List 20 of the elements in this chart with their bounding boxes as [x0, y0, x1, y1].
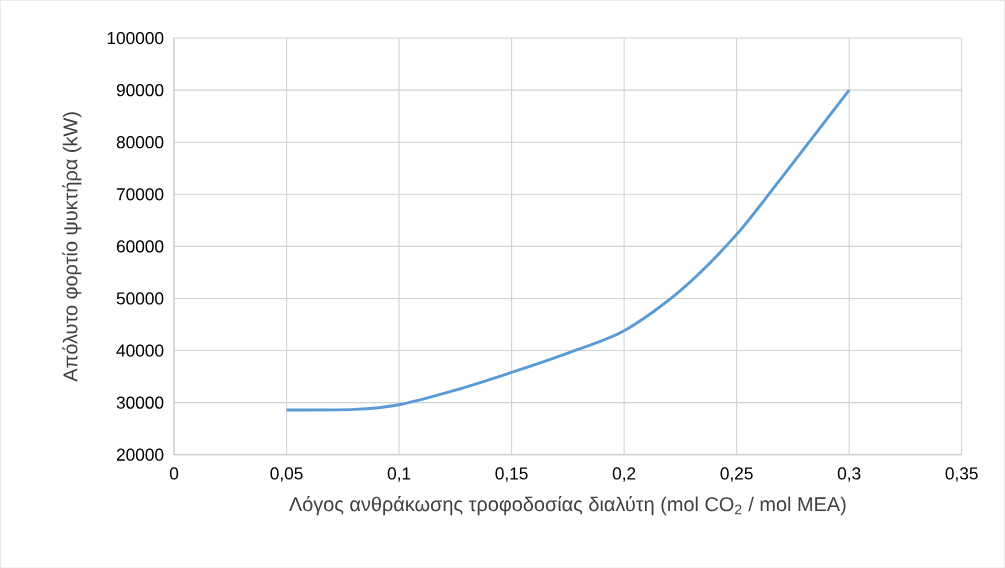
x-tick-label: 0 [169, 467, 179, 480]
x-tick-label: 0,05 [270, 467, 303, 482]
x-axis-title: Λόγος ανθράκωσης τροφοδοσίας διαλύτη (mol CO$_{2}$ / mol MEA) [289, 495, 846, 516]
x-tick-label: 0,1 [387, 467, 411, 482]
x-tick-label: 0,3 [837, 467, 861, 482]
y-tick-label: 20000 [116, 448, 164, 461]
x-tick-label: 0,25 [720, 467, 753, 482]
x-tick-label: 0,15 [495, 467, 528, 482]
y-tick-label: 90000 [116, 83, 164, 97]
y-axis-title: Απόλυτο φορτίο ψυκτήρα (kW) [62, 112, 82, 382]
x-tick-label: 0,2 [612, 467, 636, 482]
y-tick-label: 40000 [116, 344, 164, 357]
y-tick-label: 80000 [116, 135, 164, 149]
x-tick-label: 0,35 [945, 467, 978, 482]
y-tick-label: 60000 [116, 240, 164, 253]
line-series [285, 88, 851, 412]
y-tick-label: 50000 [116, 292, 164, 305]
y-tick-label: 30000 [116, 396, 164, 409]
y-tick-label: 100000 [107, 31, 164, 44]
y-tick-label: 70000 [116, 188, 164, 201]
